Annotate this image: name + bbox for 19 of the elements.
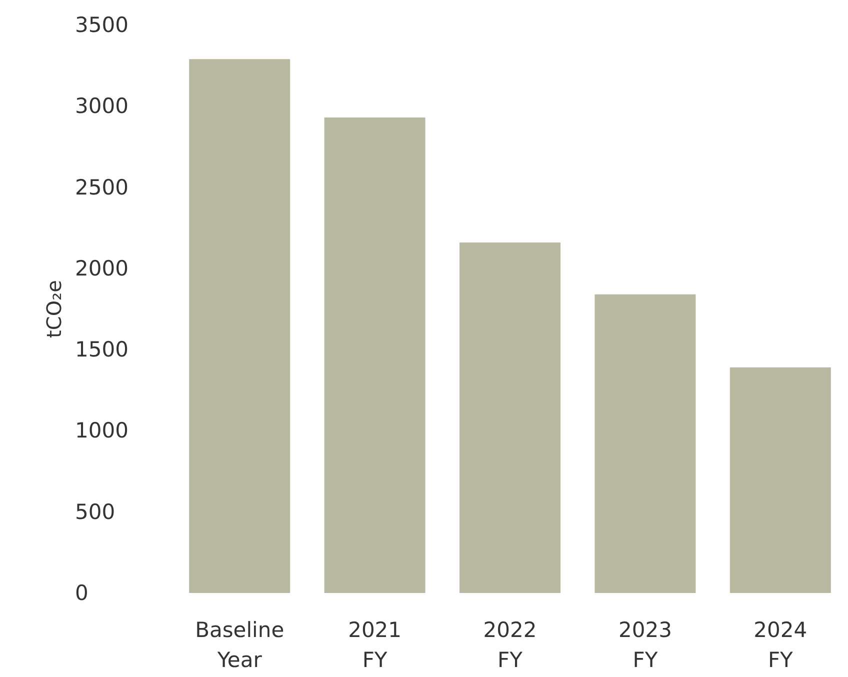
y-tick-label: 500 <box>75 500 116 524</box>
x-tick-label: 2022 FY <box>483 618 537 672</box>
y-tick-label: 1500 <box>75 338 128 362</box>
x-tick-label: 2024 FY <box>754 618 808 672</box>
bar <box>189 59 290 593</box>
y-tick-label: 3000 <box>75 94 128 118</box>
bar <box>594 294 696 593</box>
y-tick-label: 0 <box>75 581 88 605</box>
y-tick-label: 3500 <box>75 13 128 37</box>
bar <box>460 242 560 593</box>
x-tick-label: 2023 FY <box>618 618 672 672</box>
bar <box>730 367 831 593</box>
y-tick-label: 2500 <box>75 175 128 200</box>
x-tick-label: Baseline Year <box>195 618 284 672</box>
bar <box>324 118 426 593</box>
y-axis-title: tCO₂e <box>42 280 66 338</box>
y-tick-label: 2000 <box>75 256 128 280</box>
y-tick-label: 1000 <box>75 418 128 443</box>
x-tick-label: 2021 FY <box>348 618 402 672</box>
